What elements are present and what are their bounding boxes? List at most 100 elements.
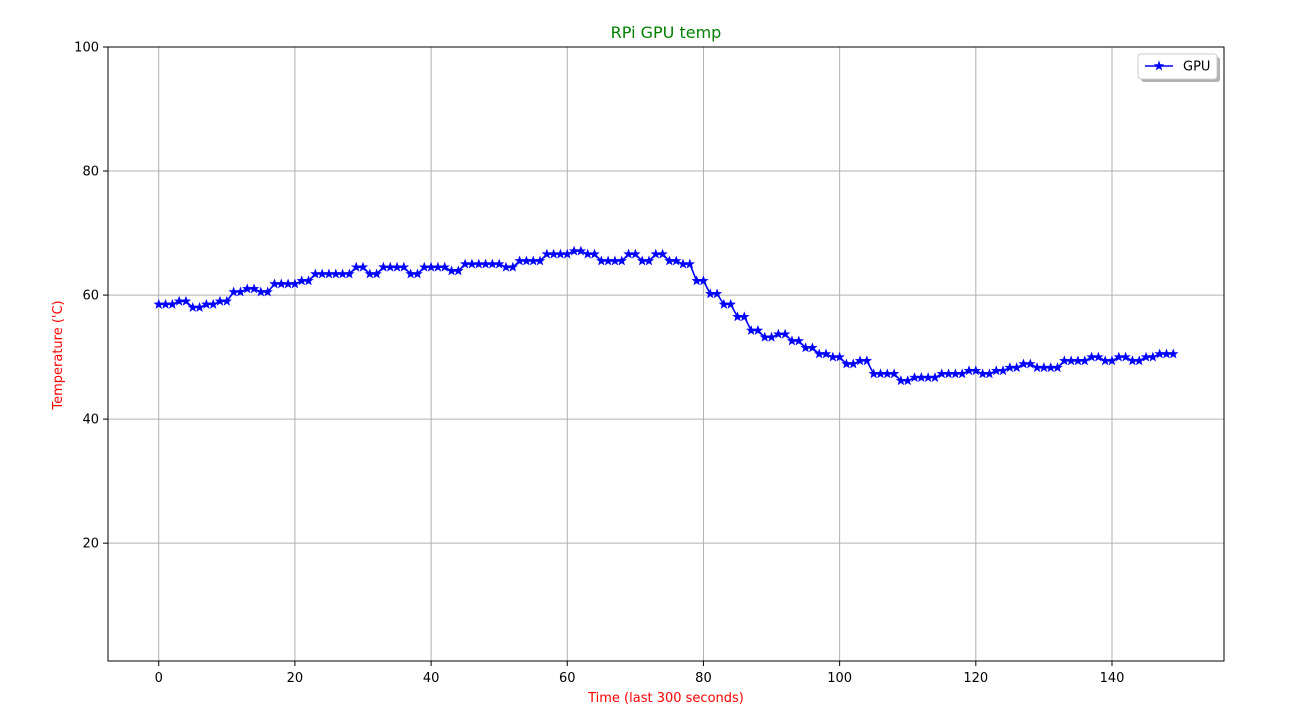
data-point [357, 261, 369, 272]
data-point [671, 255, 682, 266]
legend-box [1137, 53, 1218, 80]
data-point [616, 255, 627, 266]
series-gpu [153, 245, 1179, 386]
data-point [337, 268, 348, 279]
axes-layer [107, 46, 1225, 662]
data-point [1120, 351, 1131, 362]
data-point [303, 275, 314, 286]
data-point [1106, 355, 1118, 366]
data-point [235, 286, 246, 297]
data-point [793, 335, 804, 346]
data-point [255, 286, 267, 297]
data-point [609, 255, 621, 266]
data-point [248, 283, 260, 294]
data-point [323, 268, 335, 279]
data-point [589, 248, 600, 259]
data-point [1025, 358, 1036, 369]
data-point [1031, 362, 1043, 373]
data-point [391, 261, 403, 272]
x-tick-label: 100 [827, 671, 852, 686]
data-point [562, 248, 573, 259]
y-tick-label: 80 [82, 165, 99, 180]
data-point [1052, 362, 1063, 373]
data-point [602, 255, 614, 266]
data-point [316, 268, 328, 279]
data-point [827, 351, 839, 362]
ticks-layer: 0 20 40 60 80 100 120 140 20 40 60 80 100 [74, 41, 1124, 687]
data-point [289, 278, 301, 289]
data-point [643, 255, 655, 266]
data-point [739, 311, 750, 322]
data-point [997, 365, 1009, 376]
data-point [453, 265, 464, 276]
data-point [705, 288, 716, 299]
data-point [956, 368, 968, 379]
data-point [1099, 355, 1111, 366]
data-point [970, 365, 982, 376]
data-point [160, 298, 171, 309]
data-point [330, 268, 341, 279]
data-point [507, 261, 519, 272]
data-point [1065, 355, 1077, 366]
data-point [1079, 355, 1090, 366]
data-point [1134, 355, 1145, 366]
series-line [158, 250, 1174, 382]
data-point [677, 258, 689, 269]
data-point [861, 355, 873, 366]
data-point [745, 324, 757, 335]
data-point [1011, 362, 1022, 373]
data-point [282, 278, 294, 289]
data-point [1161, 348, 1172, 359]
data-point [1168, 348, 1179, 359]
data-point [493, 258, 505, 269]
data-point [466, 258, 478, 269]
y-tick-label: 100 [74, 41, 99, 56]
legend-label-gpu: GPU [1183, 60, 1210, 75]
data-point [473, 258, 484, 269]
x-tick-label: 120 [963, 671, 988, 686]
data-point [657, 248, 668, 259]
y-tick-label: 40 [82, 413, 99, 428]
x-tick-label: 80 [695, 671, 712, 686]
x-tick-label: 60 [559, 671, 576, 686]
data-point [848, 358, 859, 369]
data-point [766, 331, 777, 342]
grid-layer [108, 46, 1224, 661]
data-point [1072, 355, 1084, 366]
data-point [902, 375, 913, 386]
data-point [371, 268, 382, 279]
data-point [834, 351, 845, 362]
data-point [1038, 362, 1050, 373]
data-point [732, 311, 743, 322]
data-point [779, 328, 791, 339]
plot-frame [107, 46, 1225, 662]
x-tick-label: 0 [155, 671, 163, 686]
data-point [487, 258, 498, 269]
y-tick-label: 60 [82, 289, 99, 304]
data-point [207, 298, 219, 309]
data-point [922, 372, 934, 382]
data-point [1045, 362, 1056, 373]
x-tick-label: 40 [423, 671, 440, 686]
data-point [262, 286, 273, 297]
series-layer [153, 245, 1179, 386]
data-point [385, 261, 396, 272]
data-point [582, 248, 593, 259]
data-point [575, 245, 587, 256]
data-point [888, 368, 900, 379]
data-point [984, 368, 995, 379]
data-point [194, 302, 205, 312]
data-point [691, 275, 702, 286]
data-point [276, 278, 287, 289]
data-point [398, 261, 410, 272]
data-point [344, 268, 355, 279]
data-point [807, 342, 818, 353]
data-point [432, 261, 444, 272]
data-point [943, 368, 954, 379]
data-point [528, 255, 539, 266]
data-point [534, 255, 546, 266]
data-point [752, 324, 764, 335]
data-point [228, 286, 239, 297]
